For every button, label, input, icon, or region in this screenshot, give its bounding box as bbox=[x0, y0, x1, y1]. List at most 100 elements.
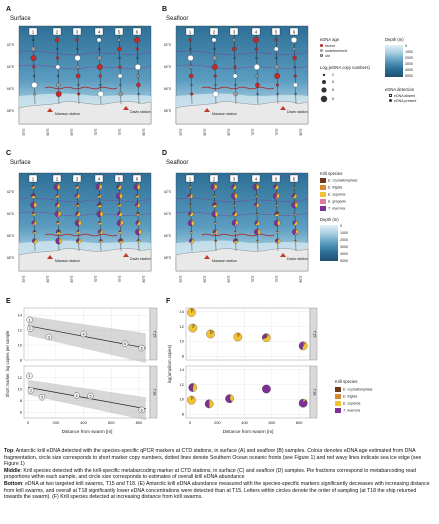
map-panel-d-station-pie bbox=[255, 212, 259, 216]
map-panel-a-transect-box bbox=[52, 27, 62, 36]
plot-e-point-label: 1 bbox=[28, 318, 30, 322]
map-panel-c-land bbox=[18, 248, 152, 272]
plot-f-ytick-label: 10 bbox=[180, 339, 185, 344]
plot-e-ytick-label: 12 bbox=[18, 328, 23, 333]
map-panel-c-station-pie bbox=[116, 219, 124, 227]
depth-tick-mid-2: 2000 bbox=[340, 238, 348, 242]
map-panel-c-transect-label: 4 bbox=[98, 177, 101, 182]
map-panel-c-station-pie bbox=[97, 194, 102, 198]
legend-species-mid-4: T. macrura bbox=[320, 206, 345, 211]
map-panel-b-station bbox=[293, 74, 297, 78]
plot-f-point-pie bbox=[298, 341, 308, 351]
plot-f-point-pie-slice bbox=[225, 394, 233, 403]
map-panel-b-lon-label: 55°E bbox=[179, 129, 183, 136]
map-panel-c-station-pie-slice bbox=[133, 183, 139, 191]
map-panel-c-station-pie-slice bbox=[32, 238, 35, 244]
plot-e-xtick-label: 800 bbox=[136, 420, 143, 425]
map-panel-a-station bbox=[98, 47, 101, 51]
caption-middle: Middle: Krill species detected with the … bbox=[4, 467, 417, 481]
map-panel-d-station-pie bbox=[212, 229, 219, 235]
map-panel-b-transect-box bbox=[251, 27, 261, 36]
map-panel-a-station bbox=[97, 91, 104, 97]
map-panel-c-station-pie bbox=[98, 221, 102, 225]
map-panel-c-transect-box bbox=[52, 174, 62, 183]
plot-f-facet-strip bbox=[309, 307, 318, 361]
panel-letter-b: B bbox=[162, 6, 168, 13]
plot-e-point-label: 6 bbox=[141, 408, 143, 412]
plot-e-xtick-label: 0 bbox=[27, 420, 30, 425]
map-panel-b-lon-label: 65°E bbox=[227, 129, 231, 136]
map-panel-a-mawson-label: Mawson station bbox=[55, 112, 80, 116]
panel-title-d: Seafloor bbox=[166, 160, 189, 166]
map-panel-b-lon-label: 75°E bbox=[275, 129, 279, 136]
map-panel-d-station-pie-slice bbox=[291, 201, 296, 209]
map-panel-a-station bbox=[134, 37, 140, 43]
map-panel-b-station bbox=[211, 37, 217, 43]
map-panel-b-station bbox=[232, 46, 237, 52]
map-panel-d-station-pie bbox=[253, 202, 260, 208]
map-panel-c-station-pie bbox=[75, 203, 80, 207]
map-panel-b-lat-label: 64°S bbox=[164, 65, 171, 69]
map-panel-c-station-pie bbox=[118, 230, 123, 234]
map-panel-a-station bbox=[118, 91, 123, 97]
map-panel-c-front-2 bbox=[18, 211, 152, 217]
map-panel-b-station bbox=[212, 91, 219, 97]
map-panel-d-station-pie bbox=[275, 203, 278, 207]
plot-e-ytick-label: 10 bbox=[18, 386, 23, 391]
map-panel-c-station-pie-slice bbox=[136, 239, 139, 242]
map-panel-d-transect-label: 4 bbox=[255, 177, 258, 182]
map-panel-a-station bbox=[75, 73, 81, 79]
map-panel-d-station-pie bbox=[233, 238, 239, 244]
map-panel-c-station-pie-slice bbox=[55, 194, 58, 197]
plot-e-ytick-label: 10 bbox=[18, 342, 23, 347]
map-panel-d-station-pie bbox=[231, 184, 237, 190]
map-panel-c-station-pie bbox=[116, 192, 123, 200]
map-panel-d-station-pie-slice bbox=[252, 183, 258, 191]
depth-tick-top-0: 0 bbox=[405, 44, 407, 48]
plot-e-point bbox=[38, 393, 46, 401]
map-panel-c-station-pie-slice bbox=[97, 229, 101, 234]
plot-e-point bbox=[138, 406, 145, 414]
map-panel-b-station bbox=[189, 47, 192, 51]
map-panel-d-station-pie-slice bbox=[188, 211, 191, 217]
plot-e-point bbox=[27, 387, 35, 394]
map-panel-d-station-pie-slice bbox=[234, 230, 236, 233]
plot-f-point-pie-slice bbox=[298, 341, 304, 351]
panel-letter-f: F bbox=[166, 298, 171, 305]
map-panel-d-station-pie-slice bbox=[253, 202, 257, 207]
map-panel-a-station bbox=[55, 64, 61, 70]
map-panel-b-lon-label: 60°E bbox=[203, 129, 207, 136]
legend-age-title: eDNA age bbox=[320, 37, 340, 42]
plot-f-point-pie-slice bbox=[233, 332, 243, 342]
map-panel-c-station-pie bbox=[75, 185, 79, 189]
map-panel-c-station-pie-slice bbox=[134, 202, 138, 207]
map-panel-b-station bbox=[233, 65, 237, 69]
map-panel-a-station bbox=[32, 65, 36, 69]
map-panel-b-transect-label: 4 bbox=[255, 30, 258, 35]
map-panel-c-front-1 bbox=[18, 197, 152, 203]
map-panel-d-lon-label: 65°E bbox=[227, 276, 231, 283]
map-panel-b-station bbox=[254, 47, 258, 51]
map-panel-c-station-pie-slice bbox=[31, 212, 34, 215]
map-panel-a-station bbox=[137, 92, 140, 96]
map-panel-a-station bbox=[76, 47, 79, 51]
legend-species-f-0: E. crystallorophias bbox=[335, 387, 372, 392]
map-panel-d-station-pie-slice bbox=[232, 211, 235, 217]
map-panel-d-station-pie bbox=[211, 210, 219, 218]
map-panel-d-station-pie bbox=[274, 211, 280, 217]
map-panel-c-station-pie-slice bbox=[116, 184, 120, 190]
map-panel-c-station-pie-slice bbox=[117, 203, 120, 206]
plot-f-point-pie bbox=[188, 383, 198, 392]
map-panel-d-station-pie-slice bbox=[293, 212, 295, 215]
map-panel-d-station-pie bbox=[189, 203, 192, 207]
map-panel-d-station-pie-slice bbox=[211, 210, 217, 218]
map-panel-a-lon-label: 75°E bbox=[118, 129, 122, 136]
map-panel-c-station-pie-slice bbox=[116, 192, 121, 200]
map-panel-a-station bbox=[56, 82, 61, 88]
map-panel-d-lon-label: 55°E bbox=[179, 276, 183, 283]
map-panel-b-station bbox=[189, 65, 193, 69]
map-panel-c-station-pie bbox=[135, 212, 140, 216]
legend-age-undetermined: undetermined bbox=[320, 49, 347, 54]
map-panel-d-station-pie-slice bbox=[276, 230, 278, 233]
map-panel-a-station bbox=[31, 38, 35, 42]
